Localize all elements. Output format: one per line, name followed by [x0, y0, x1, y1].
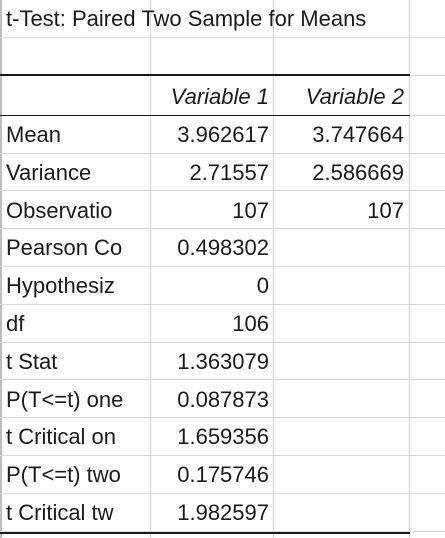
table-row[interactable]: Pearson Co 0.498302	[0, 229, 445, 267]
table-row[interactable]: Hypothesiz 0	[0, 267, 445, 305]
variable-2-cell[interactable]	[274, 229, 408, 266]
row-label-cell[interactable]: P(T<=t) two	[6, 462, 121, 488]
column-gridline	[150, 0, 151, 538]
variable-2-cell[interactable]	[274, 343, 408, 380]
table-row[interactable]: Observatio 107 107	[0, 192, 445, 230]
row-label-cell[interactable]: Mean	[6, 122, 62, 147]
variable-2-cell[interactable]	[274, 418, 408, 455]
table-row[interactable]: P(T<=t) one 0.087873	[0, 381, 445, 419]
title-row[interactable]: t-Test: Paired Two Sample for Means	[0, 0, 445, 38]
column-gridline	[409, 0, 410, 538]
row-label-cell[interactable]: Hypothesiz	[6, 273, 115, 299]
row-label-cell[interactable]: df	[6, 311, 25, 336]
row-label-cell[interactable]: Variance	[6, 159, 92, 185]
variable-1-cell[interactable]: 107	[232, 197, 269, 223]
table-title: t-Test: Paired Two Sample for Means	[6, 6, 367, 31]
table-row[interactable]: t Critical on 1.659356	[0, 418, 445, 456]
variable-1-cell[interactable]: 3.962617	[177, 122, 269, 147]
table-row[interactable]: Mean 3.962617 3.747664	[0, 116, 445, 154]
empty-row[interactable]	[0, 38, 445, 76]
variable-1-cell[interactable]: 0.087873	[177, 386, 269, 412]
variable-1-cell[interactable]: 1.982597	[177, 500, 269, 525]
bottom-rule	[0, 532, 410, 534]
row-label-cell[interactable]: t Critical tw	[6, 500, 114, 525]
variable-1-cell[interactable]: 106	[232, 311, 269, 336]
header-label-cell[interactable]	[6, 78, 150, 115]
table-row[interactable]: df 106	[0, 305, 445, 343]
row-label-cell[interactable]: t Critical on	[6, 424, 117, 450]
row-label-cell[interactable]: Pearson Co	[6, 235, 123, 261]
column-gridline	[273, 0, 274, 538]
variable-2-cell[interactable]	[274, 456, 408, 493]
variable-2-cell[interactable]	[274, 305, 408, 342]
row-label-cell[interactable]: Observatio	[6, 197, 113, 223]
variable-1-cell[interactable]: 2.71557	[189, 159, 269, 185]
variable-2-cell[interactable]: 3.747664	[312, 122, 404, 147]
header-variable-2[interactable]: Variable 2	[305, 84, 404, 109]
header-rule	[0, 115, 410, 116]
variable-1-cell[interactable]: 1.363079	[177, 348, 269, 374]
table-row[interactable]: t Critical tw 1.982597	[0, 494, 445, 532]
table-row[interactable]: t Stat 1.363079	[0, 343, 445, 381]
sheet-left-edge	[0, 0, 2, 538]
variable-1-cell[interactable]: 0	[256, 273, 269, 299]
variable-2-cell[interactable]	[274, 267, 408, 304]
variable-2-cell[interactable]	[274, 381, 408, 418]
top-rule	[0, 74, 410, 76]
header-variable-1[interactable]: Variable 1	[170, 84, 269, 109]
header-row[interactable]: Variable 1 Variable 2	[0, 78, 445, 116]
table-row[interactable]: P(T<=t) two 0.175746	[0, 456, 445, 494]
variable-2-cell[interactable]	[274, 494, 408, 531]
row-label-cell[interactable]: P(T<=t) one	[6, 386, 124, 412]
variable-2-cell[interactable]: 107	[367, 197, 404, 223]
row-label-cell[interactable]: t Stat	[6, 348, 58, 374]
table-row[interactable]: Variance 2.71557 2.586669	[0, 154, 445, 192]
variable-2-cell[interactable]: 2.586669	[312, 159, 404, 185]
variable-1-cell[interactable]: 1.659356	[177, 424, 269, 450]
variable-1-cell[interactable]: 0.175746	[177, 462, 269, 488]
variable-1-cell[interactable]: 0.498302	[177, 235, 269, 261]
